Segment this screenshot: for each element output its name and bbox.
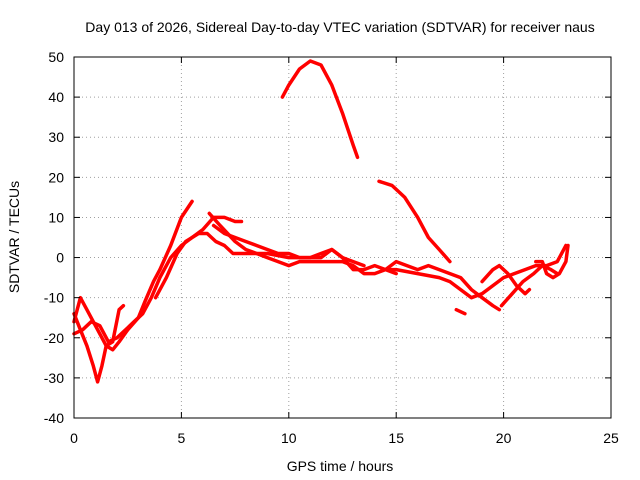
x-tick-label: 0	[70, 430, 78, 446]
series-line-arc-12	[499, 263, 560, 308]
series-line-arc-1	[72, 199, 194, 384]
y-tick-label: 10	[48, 209, 64, 225]
x-tick-label: 15	[388, 430, 404, 446]
y-tick-label: 50	[48, 49, 64, 65]
chart-title: Day 013 of 2026, Sidereal Day-to-day VTE…	[85, 19, 594, 35]
series-line-arc-2	[72, 295, 126, 348]
x-tick-label: 20	[496, 430, 512, 446]
y-tick-label: -20	[44, 330, 64, 346]
x-tick-label: 25	[603, 430, 619, 446]
y-tick-label: 20	[48, 169, 64, 185]
y-tick-label: 40	[48, 89, 64, 105]
series-line-arc-7	[280, 59, 360, 160]
series-line-arc-13	[534, 243, 570, 280]
x-axis-label: GPS time / hours	[287, 458, 394, 474]
series-line-arc-5	[211, 223, 366, 268]
series-group	[72, 59, 570, 384]
series-line-arc-3	[72, 215, 244, 344]
y-tick-label: 0	[56, 250, 64, 266]
x-tick-label: 10	[281, 430, 297, 446]
y-tick-label: -30	[44, 370, 64, 386]
y-axis-label: SDTVAR / TECUs	[6, 181, 22, 293]
series-line-arc-6	[207, 211, 398, 276]
plot-frame	[73, 56, 612, 419]
series-line-arc-8	[377, 179, 452, 264]
y-tick-label: -40	[44, 410, 64, 426]
series-line-arc-4	[153, 231, 568, 300]
y-tick-label: 30	[48, 129, 64, 145]
series-line-arc-11	[480, 263, 532, 296]
x-tick-label: 5	[178, 430, 186, 446]
y-tick-label: -10	[44, 290, 64, 306]
series-line-arc-9	[383, 259, 502, 312]
series-line-arc-10	[454, 307, 467, 316]
axis-ticks: 0 5 10 15 20 25 -40 -30 -20 -10 0 10 20 30 40 50	[44, 49, 619, 446]
